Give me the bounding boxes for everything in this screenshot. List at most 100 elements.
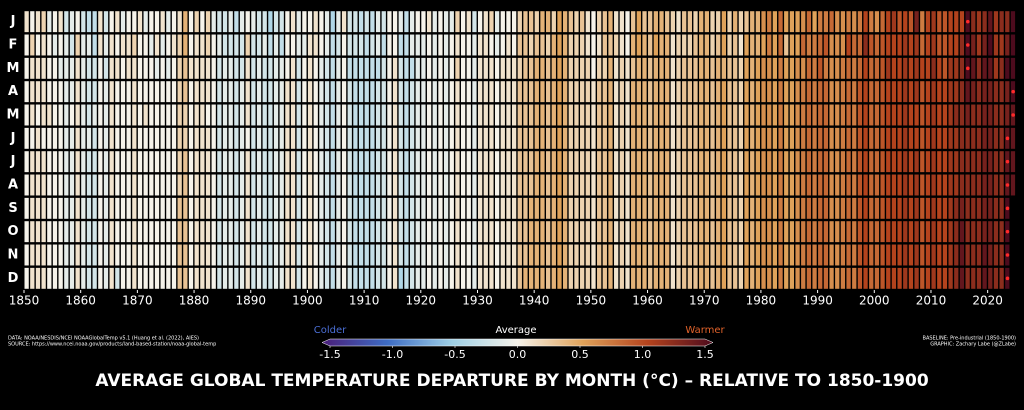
heatmap-cell [585,57,590,79]
heatmap-cell [290,127,296,149]
heatmap-cell [47,81,52,103]
heatmap-cell [115,57,120,79]
heatmap-cell [574,11,579,33]
heatmap-cell [188,267,194,289]
heatmap-cell [285,267,290,289]
heatmap-cell [58,221,63,243]
heatmap-cell [614,197,619,219]
heatmap-cell [64,197,69,219]
heatmap-cell [914,197,919,219]
heatmap-cell [857,221,863,243]
heatmap-cell [750,267,755,289]
heatmap-cell [24,34,29,56]
heatmap-cell [903,11,908,33]
heatmap-cell [903,267,908,289]
heatmap-cell [98,34,103,56]
heatmap-cell [183,267,188,289]
heatmap-cell [336,57,341,79]
heatmap-cell [812,221,817,243]
heatmap-cell [245,151,250,173]
heatmap-cell [421,81,426,103]
heatmap-cell [772,244,778,266]
heatmap-cell [160,151,165,173]
heatmap-cell [466,57,471,79]
heatmap-cell [64,174,69,196]
heatmap-cell [585,34,590,56]
heatmap-cell [812,244,817,266]
heatmap-cell [767,174,772,196]
heatmap-cell [988,221,993,243]
heatmap-cell [784,221,789,243]
heatmap-cell [421,57,426,79]
heatmap-cell [982,81,987,103]
heatmap-cell [625,57,630,79]
heatmap-cell [30,11,35,33]
heatmap-cell [438,127,443,149]
heatmap-cell [160,81,165,103]
heatmap-cell [358,34,364,56]
heatmap-cell [500,244,505,266]
heatmap-cell [154,174,160,196]
heatmap-cell [846,151,851,173]
heatmap-cell [58,34,63,56]
heatmap-cell [874,104,880,126]
heatmap-cell [358,81,364,103]
heatmap-cell [126,151,131,173]
heatmap-cell [551,104,556,126]
heatmap-cell [98,11,103,33]
heatmap-cell [863,244,868,266]
heatmap-cell [602,267,607,289]
heatmap-cell [959,151,965,173]
heatmap-cell [795,81,800,103]
heatmap-cell [801,197,806,219]
heatmap-cell [47,267,52,289]
heatmap-cell [92,11,97,33]
heatmap-cell [24,221,29,243]
heatmap-cell [443,104,449,126]
heatmap-cell [296,127,301,149]
heatmap-cell [829,11,834,33]
heatmap-cell [200,11,205,33]
heatmap-cell [710,11,715,33]
heatmap-cell [75,81,80,103]
heatmap-cell [999,104,1004,126]
heatmap-cell [132,197,137,219]
heatmap-cell [347,151,352,173]
heatmap-cell [818,221,823,243]
heatmap-cell [273,104,279,126]
heatmap-cell [387,57,392,79]
heatmap-cell [319,244,324,266]
heatmap-cell [64,11,69,33]
heatmap-cell [69,174,75,196]
heatmap-cell [279,104,284,126]
heatmap-cell [523,104,528,126]
heatmap-cell [653,151,658,173]
x-tick-label: 1980 [746,294,777,308]
heatmap-cell [551,34,556,56]
heatmap-cell [971,57,976,79]
heatmap-cell [415,267,420,289]
month-label: F [9,38,18,53]
heatmap-cell [863,221,868,243]
record-marker [1005,276,1010,281]
heatmap-cell [483,104,488,126]
heatmap-cell [920,221,925,243]
heatmap-cell [857,244,863,266]
heatmap-cell [948,244,953,266]
heatmap-cell [778,34,783,56]
heatmap-cell [205,151,211,173]
heatmap-cell [188,151,194,173]
heatmap-cell [631,197,636,219]
heatmap-cell [415,151,420,173]
heatmap-cell [829,57,834,79]
heatmap-cell [228,197,233,219]
heatmap-cell [211,151,216,173]
heatmap-cell [234,11,239,33]
heatmap-cell [580,221,585,243]
heatmap-cell [744,267,749,289]
heatmap-cell [568,104,573,126]
heatmap-cell [823,127,829,149]
heatmap-cell [806,151,812,173]
heatmap-cell [755,127,761,149]
heatmap-cell [489,221,494,243]
